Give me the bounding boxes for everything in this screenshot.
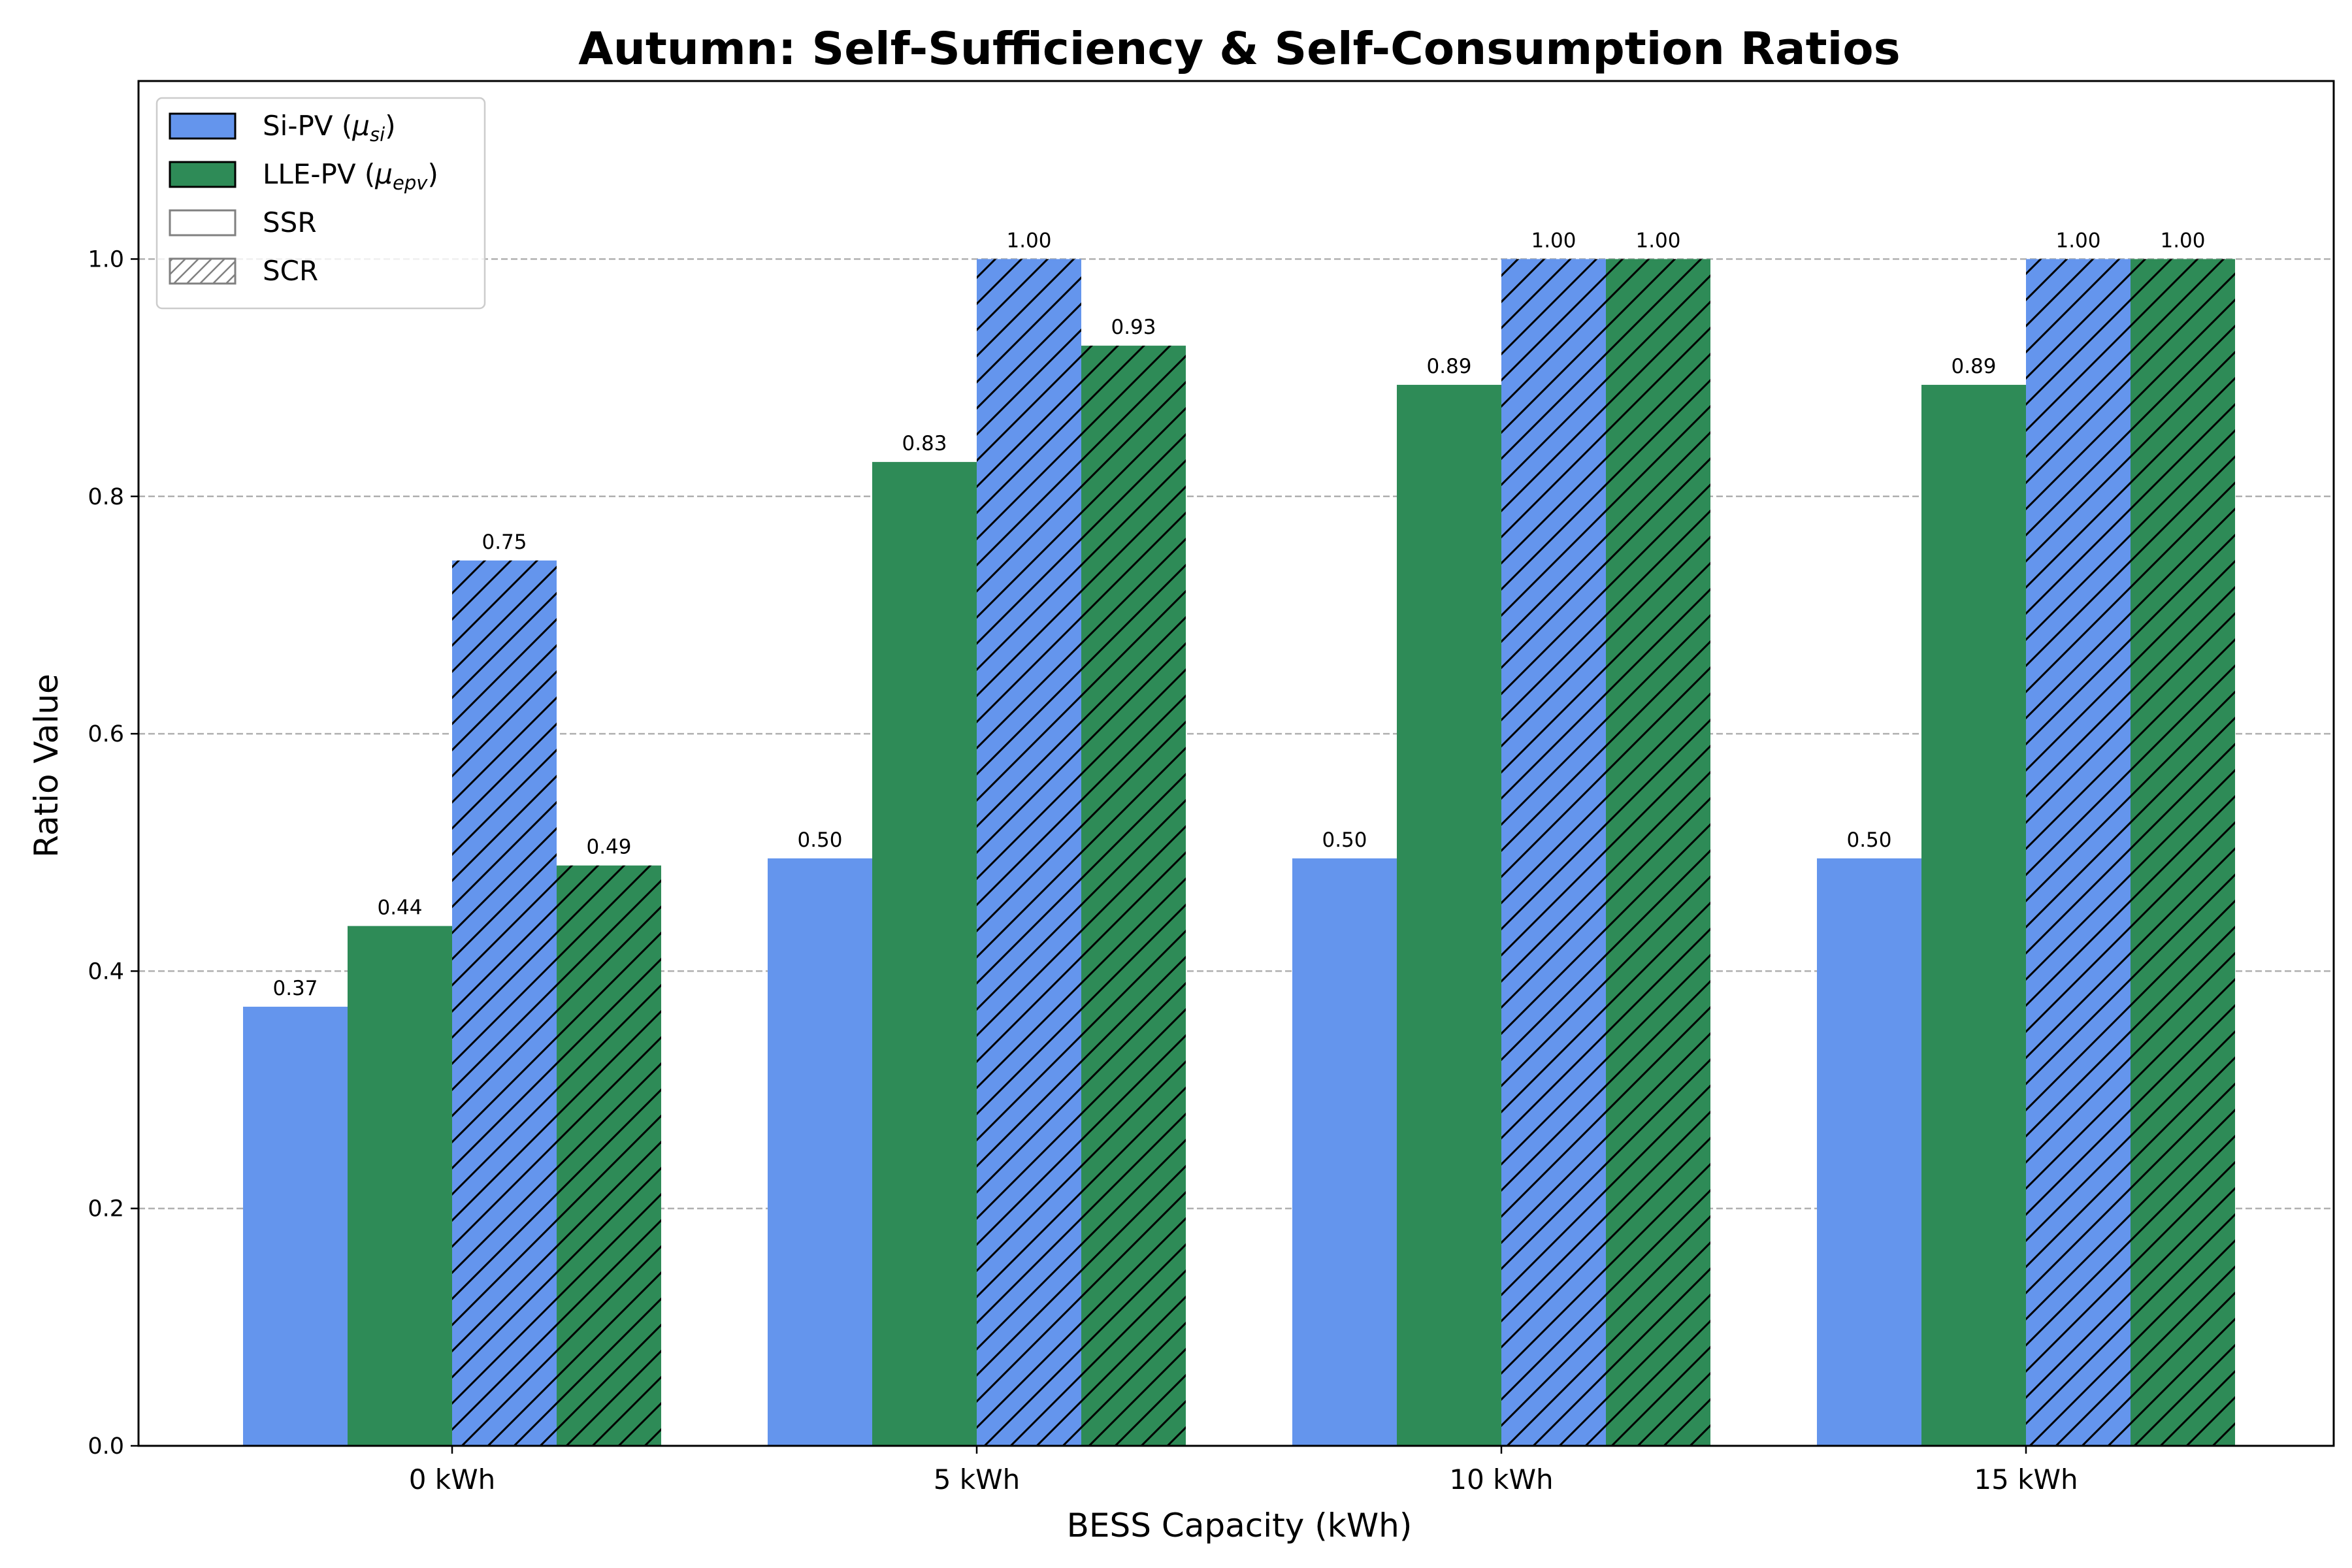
data-label: 0.50 [1846,828,1891,852]
data-label: 0.37 [272,977,318,1000]
bar-hatch [557,865,661,1446]
legend-label: Si-PV (μsi) [263,110,396,146]
bar-hatch [977,259,1081,1446]
legend-label: SCR [263,255,318,287]
data-label: 0.89 [1951,355,1996,378]
data-label: 0.93 [1111,316,1156,339]
bar-lle-pv-ssr [1921,385,2026,1446]
data-label: 1.00 [1635,229,1680,252]
bar-hatch [1606,259,1710,1446]
legend-label: SSR [263,206,317,238]
legend-label: LLE-PV (μepv) [263,158,438,194]
legend-math-symbol: μ [374,158,393,190]
legend-swatch [169,209,237,237]
bars [243,259,2235,1446]
x-tick-label: 0 kWh [409,1463,496,1495]
data-label: 1.00 [2055,229,2100,252]
data-label: 0.83 [902,432,947,455]
bar-hatch [2026,259,2131,1446]
legend-math-symbol: μ [351,110,370,142]
bar-si-pv-ssr [1817,858,1921,1446]
legend-math-subscript: si [370,123,385,146]
bar-si-pv-ssr [243,1006,348,1446]
legend-swatch [169,112,237,140]
legend-swatch-hatch [169,257,237,285]
bar-lle-pv-ssr [348,926,452,1446]
y-axis-label: Ratio Value [27,674,65,858]
data-label: 0.50 [1322,828,1367,852]
bar-hatch [1501,259,1606,1446]
x-tick-label: 5 kWh [934,1463,1021,1495]
chart-title: Autumn: Self-Sufficiency & Self-Consumpt… [578,23,1900,75]
legend-label-text: SCR [263,255,318,287]
y-tick-label: 0.4 [88,958,124,985]
legend-label-text: SSR [263,206,317,238]
plot-frame [137,80,2335,1447]
legend-math-subscript: epv [393,172,428,194]
bar-si-pv-ssr [1292,858,1397,1446]
x-tick-label: 10 kWh [1449,1463,1553,1495]
legend-label-suffix: ) [427,158,438,190]
data-label: 1.00 [1531,229,1576,252]
data-label: 0.89 [1426,355,1471,378]
y-tick-label: 0.2 [88,1196,124,1222]
y-tick-label: 0.6 [88,721,124,747]
data-labels: 0.37 0.44 0.75 0.49 0.50 0.83 1.00 0.93 0.50 0.89… [272,229,2205,1000]
legend-label-text: Si-PV ( [263,110,352,142]
y-tick-label: 0.8 [88,484,124,510]
y-tick-label: 0.0 [88,1433,124,1460]
legend-label-suffix: ) [385,110,395,142]
bar-si-pv-ssr [768,858,872,1446]
bar-hatch [1081,346,1186,1446]
data-label: 1.00 [1006,229,1051,252]
data-label: 0.49 [586,836,631,859]
legend-label-text: LLE-PV ( [263,158,375,190]
y-tick-label: 1.0 [88,246,124,272]
data-label: 0.44 [377,896,422,919]
legend-box [155,97,486,310]
bar-lle-pv-ssr [872,462,977,1446]
data-label: 1.00 [2160,229,2205,252]
legend-swatch [169,161,237,188]
bar-hatch [2131,259,2235,1446]
data-label: 0.75 [482,531,527,554]
data-label: 0.50 [797,828,842,852]
axes: 0.0 0.2 0.4 0.6 0.8 1.0 0 kWh 5 kWh 10 kWh 15 kWh [88,246,2078,1495]
x-axis-label: BESS Capacity (kWh) [1067,1507,1413,1544]
bar-hatch [452,560,557,1446]
bar-lle-pv-ssr [1397,385,1501,1446]
x-tick-label: 15 kWh [1974,1463,2078,1495]
